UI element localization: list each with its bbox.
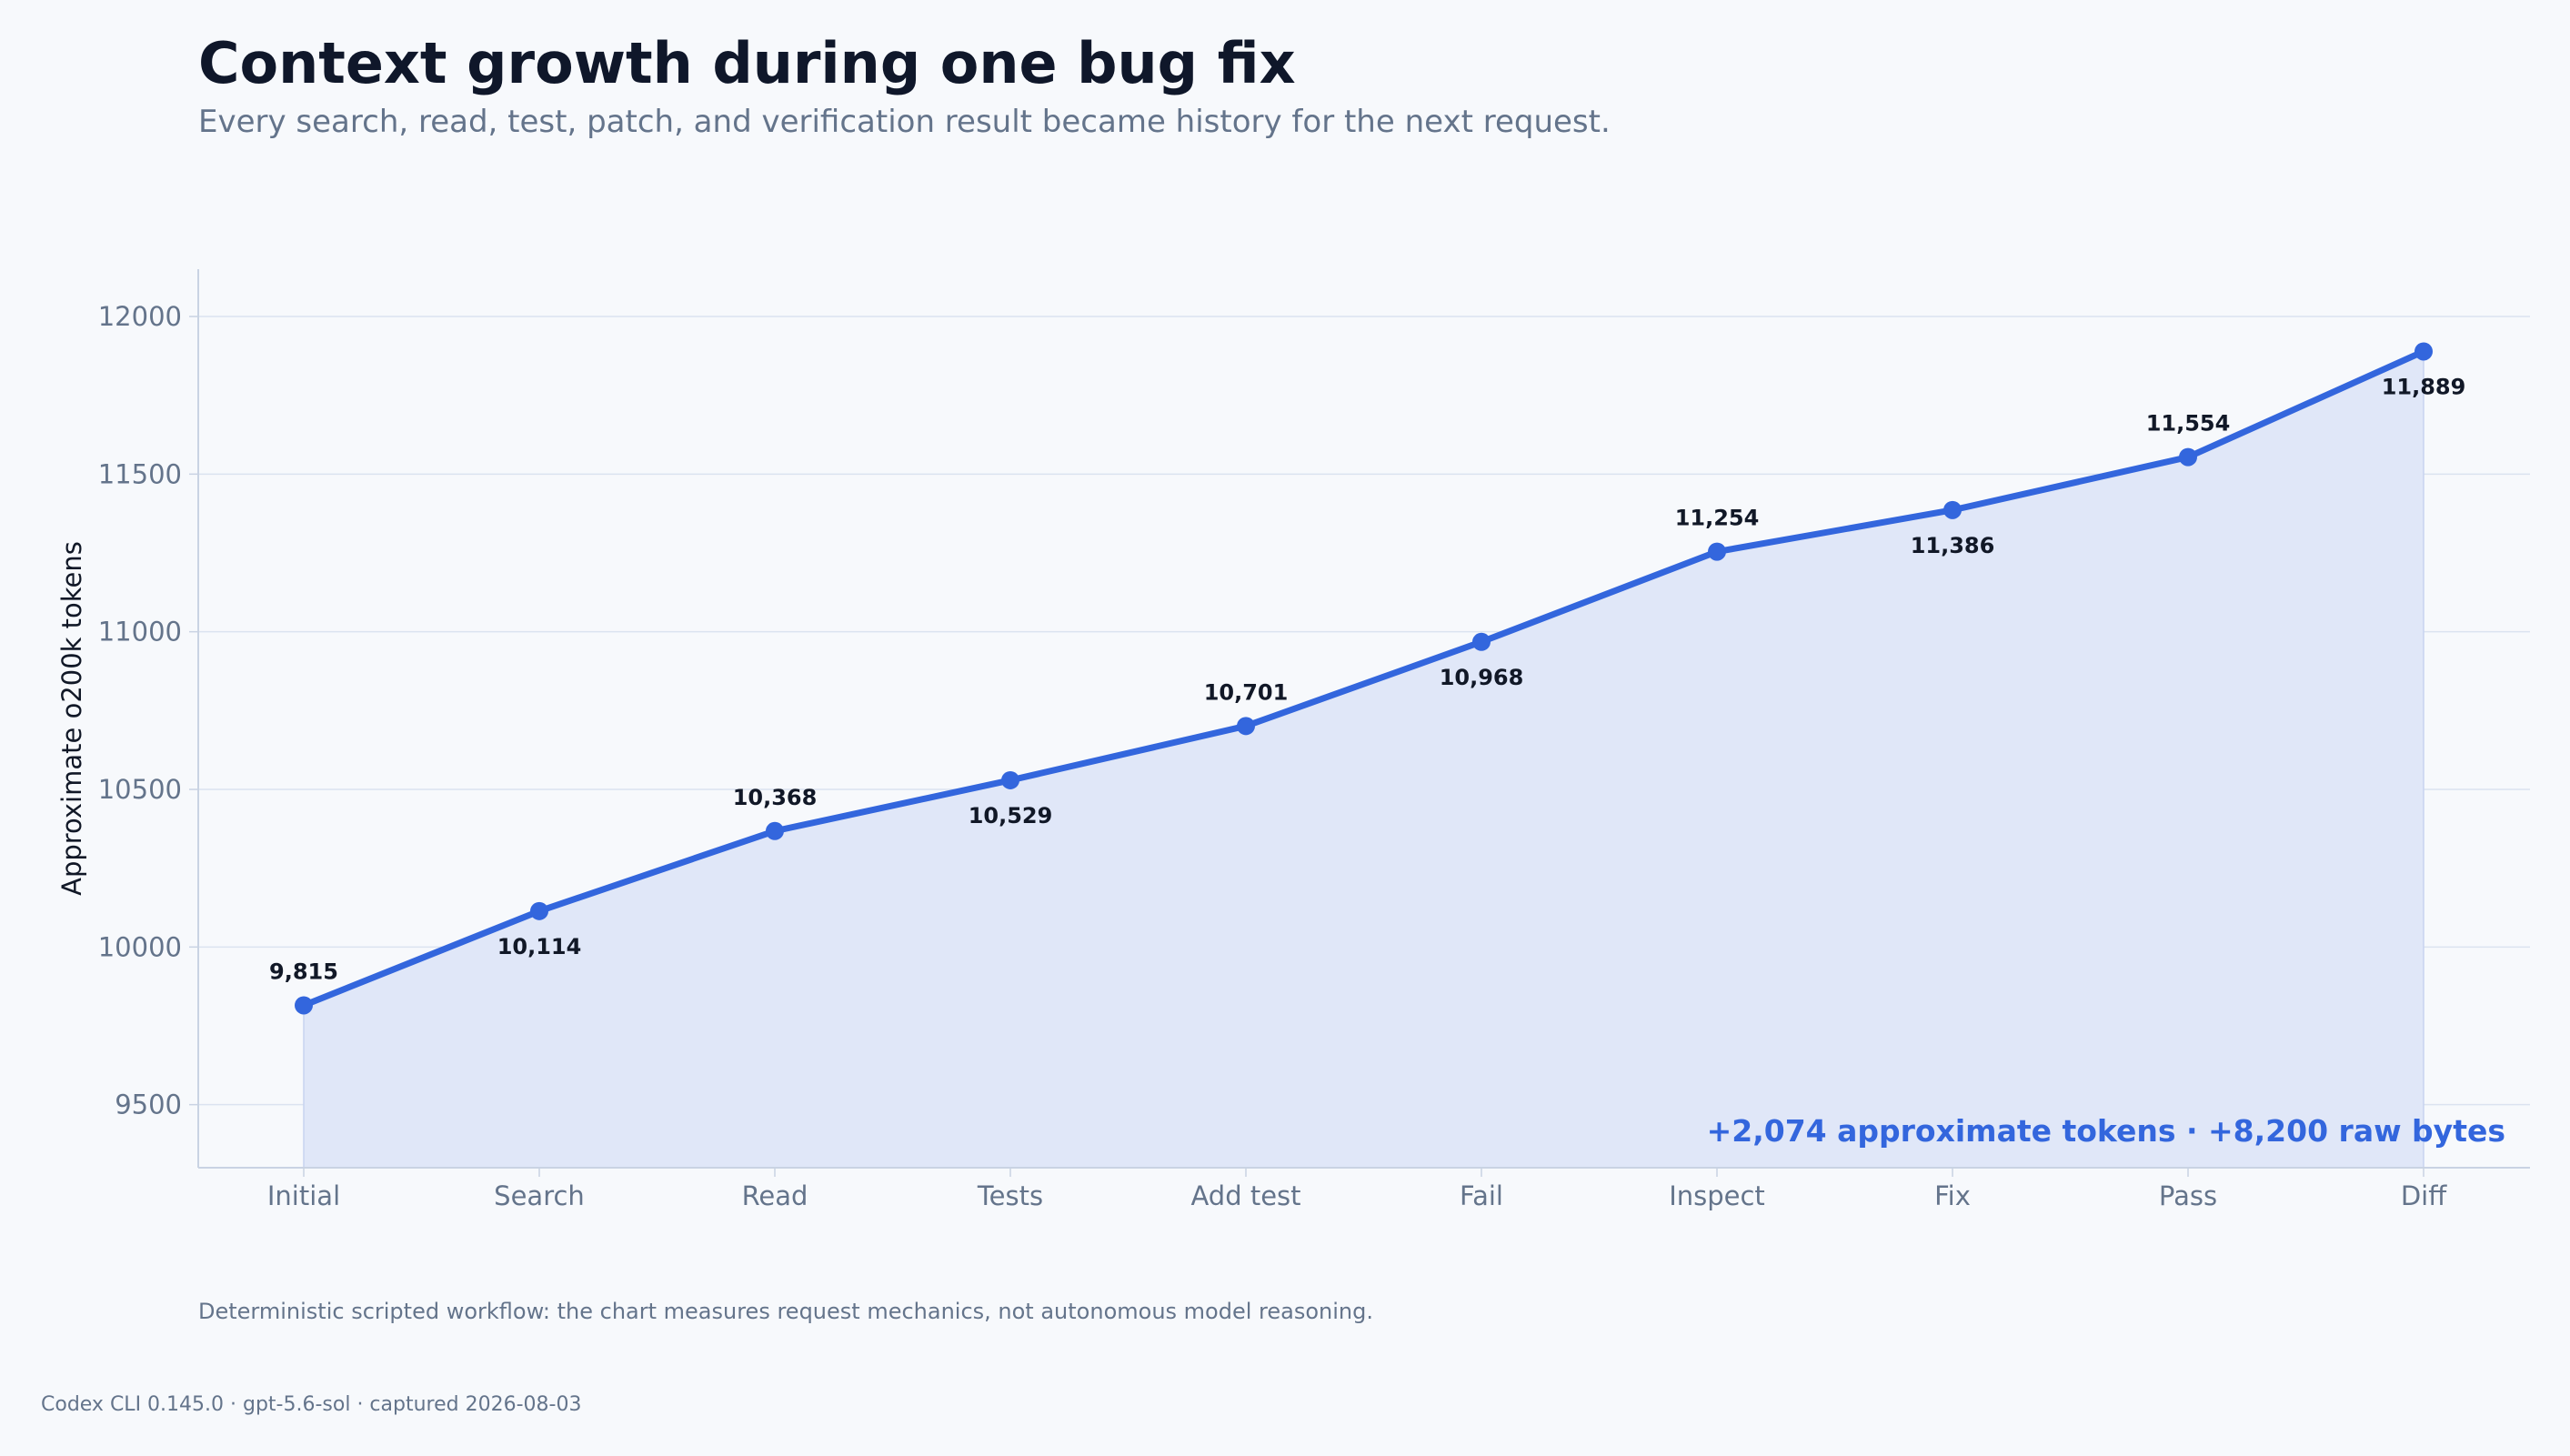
- x-tick-label: Initial: [267, 1180, 340, 1211]
- y-tick-label: 11500: [98, 458, 182, 489]
- data-point: [1237, 717, 1255, 736]
- x-tick-label: Search: [494, 1180, 585, 1211]
- data-label: 11,889: [2382, 374, 2466, 399]
- data-label: 10,114: [497, 934, 582, 959]
- data-point: [1472, 632, 1491, 651]
- y-tick-label: 11000: [98, 617, 182, 648]
- x-tick-label: Inspect: [1669, 1180, 1765, 1211]
- chart-title: Context growth during one bug fix: [198, 30, 1296, 96]
- data-label: 9,815: [269, 959, 338, 984]
- series-line: [300, 347, 2427, 1009]
- series-line-group: [300, 347, 2427, 1009]
- data-label: 11,386: [1911, 533, 1995, 558]
- source-note: Codex CLI 0.145.0 · gpt-5.6-sol · captur…: [41, 1393, 582, 1416]
- x-tick-labels: Initial Search Read Tests Add test Fail Inspec…: [267, 1168, 2447, 1211]
- data-point: [766, 821, 784, 840]
- data-point: [295, 996, 313, 1015]
- y-tick-label: 12000: [98, 301, 182, 332]
- data-label: 10,368: [733, 785, 818, 810]
- x-tick-label: Fail: [1460, 1180, 1503, 1211]
- axes: [197, 269, 2530, 1169]
- chart-subtitle: Every search, read, test, patch, and ver…: [198, 104, 1611, 140]
- data-labels: 9,815 10,114 10,368 10,529 10,701 10,968 11,25…: [269, 374, 2465, 984]
- y-tick-label: 10500: [98, 774, 182, 805]
- data-point: [2179, 447, 2197, 467]
- x-tick-label: Pass: [2159, 1180, 2217, 1211]
- data-points: [295, 342, 2433, 1015]
- data-label: 11,554: [2146, 411, 2231, 437]
- x-tick-label: Tests: [977, 1180, 1043, 1211]
- x-tick-label: Read: [742, 1180, 808, 1211]
- data-point: [1943, 500, 1962, 519]
- data-label: 10,968: [1440, 665, 1524, 690]
- x-tick-label: Fix: [1934, 1180, 1971, 1211]
- data-label: 10,529: [969, 803, 1053, 828]
- data-label: 10,701: [1204, 679, 1289, 705]
- y-tick-labels: 9500 10000 10500 11000 11500 12000: [98, 301, 182, 1120]
- x-tick-label: Diff: [2401, 1180, 2447, 1211]
- data-point: [2414, 342, 2433, 361]
- data-point: [530, 901, 548, 920]
- y-tick-label: 9500: [115, 1089, 182, 1120]
- data-label: 11,254: [1675, 506, 1760, 531]
- data-point: [1001, 770, 1019, 789]
- data-point: [1708, 542, 1726, 561]
- growth-annotation: +2,074 approximate tokens · +8,200 raw b…: [1707, 1113, 2505, 1149]
- x-tick-label: Add test: [1190, 1180, 1300, 1211]
- y-tick-label: 10000: [98, 931, 182, 962]
- y-axis-label: Approximate o200k tokens: [56, 541, 87, 896]
- area-chart: 9,815 10,114 10,368 10,529 10,701 10,968 11,25…: [56, 269, 2530, 1211]
- footnote: Deterministic scripted workflow: the cha…: [198, 1299, 1373, 1324]
